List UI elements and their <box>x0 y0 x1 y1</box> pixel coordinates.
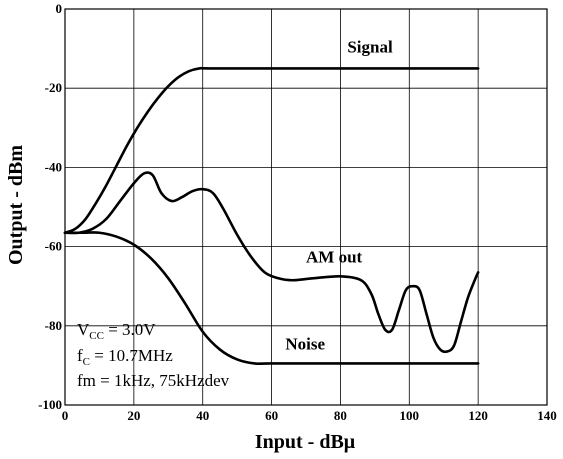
series-labels: Signal AM out Noise <box>285 38 393 354</box>
y-tick-labels: 0 -20 -40 -60 -80 -100 <box>38 1 62 412</box>
series-line-noise <box>63 231 480 366</box>
y-tick-label: -20 <box>45 80 62 95</box>
condition-line: fm = 1kHz, 75kHzdev <box>77 371 230 390</box>
series-label-am-out: AM out <box>306 247 363 266</box>
x-tick-label: 140 <box>537 408 557 423</box>
condition-line: VCC = 3.0V <box>77 320 156 342</box>
series-line-am-out <box>63 171 480 354</box>
series-line-signal <box>63 66 480 235</box>
series-label-noise: Noise <box>285 335 325 354</box>
y-axis-label: Output - dBm <box>5 145 27 265</box>
series-label-signal: Signal <box>347 38 393 57</box>
y-tick-label: -80 <box>45 318 62 333</box>
y-tick-label: 0 <box>56 1 63 16</box>
condition-line: fC = 10.7MHz <box>77 346 173 368</box>
y-tick-label: -40 <box>45 159 62 174</box>
x-tick-label: 0 <box>62 408 69 423</box>
x-tick-label: 60 <box>265 408 278 423</box>
y-tick-label: -60 <box>45 239 62 254</box>
x-tick-label: 80 <box>334 408 347 423</box>
series-layer <box>63 66 480 366</box>
plot-frame <box>64 8 548 406</box>
x-tick-labels: 0 20 40 60 80 100 120 140 <box>62 408 557 423</box>
x-tick-label: 40 <box>196 408 209 423</box>
x-axis-label: Input - dBμ <box>255 431 356 453</box>
x-tick-label: 100 <box>400 408 420 423</box>
x-tick-label: 120 <box>468 408 488 423</box>
y-tick-label: -100 <box>38 397 62 412</box>
conditions-annotation: VCC = 3.0V fC = 10.7MHz fm = 1kHz, 75kHzde… <box>77 320 230 390</box>
x-tick-label: 20 <box>127 408 140 423</box>
